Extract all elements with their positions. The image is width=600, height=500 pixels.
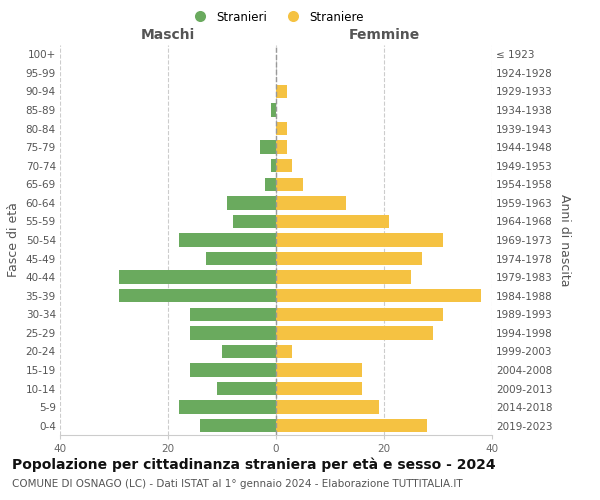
Bar (276, 382, 362, 396)
Bar (119, 270, 276, 284)
Bar (276, 196, 346, 209)
Text: COMUNE DI OSNAGO (LC) - Dati ISTAT al 1° gennaio 2024 - Elaborazione TUTTITALIA.: COMUNE DI OSNAGO (LC) - Dati ISTAT al 1°… (12, 479, 463, 489)
Bar (265, 178, 276, 191)
Y-axis label: Fasce di età: Fasce di età (7, 202, 20, 278)
Bar (217, 382, 276, 396)
Bar (276, 84, 287, 98)
Bar (276, 326, 433, 340)
Bar (276, 252, 422, 266)
Legend: Stranieri, Straniere: Stranieri, Straniere (183, 6, 369, 28)
Bar (276, 308, 443, 321)
Bar (276, 419, 427, 432)
Bar (276, 344, 292, 358)
Bar (276, 214, 389, 228)
Text: Maschi: Maschi (141, 28, 195, 42)
Bar (276, 400, 379, 414)
Bar (276, 140, 287, 154)
Bar (276, 178, 303, 191)
Bar (276, 234, 443, 246)
Bar (119, 289, 276, 302)
Bar (271, 104, 276, 117)
Bar (276, 289, 481, 302)
Bar (190, 326, 276, 340)
Y-axis label: Anni di nascita: Anni di nascita (559, 194, 571, 286)
Bar (190, 308, 276, 321)
Text: Popolazione per cittadinanza straniera per età e sesso - 2024: Popolazione per cittadinanza straniera p… (12, 458, 496, 472)
Bar (227, 196, 276, 209)
Bar (276, 159, 292, 172)
Bar (206, 252, 276, 266)
Bar (276, 364, 362, 376)
Bar (276, 270, 411, 284)
Bar (222, 344, 276, 358)
Bar (190, 364, 276, 376)
Bar (260, 140, 276, 154)
Bar (233, 214, 276, 228)
Bar (276, 122, 287, 136)
Bar (200, 419, 276, 432)
Text: Femmine: Femmine (349, 28, 419, 42)
Bar (179, 234, 276, 246)
Bar (271, 159, 276, 172)
Bar (179, 400, 276, 414)
